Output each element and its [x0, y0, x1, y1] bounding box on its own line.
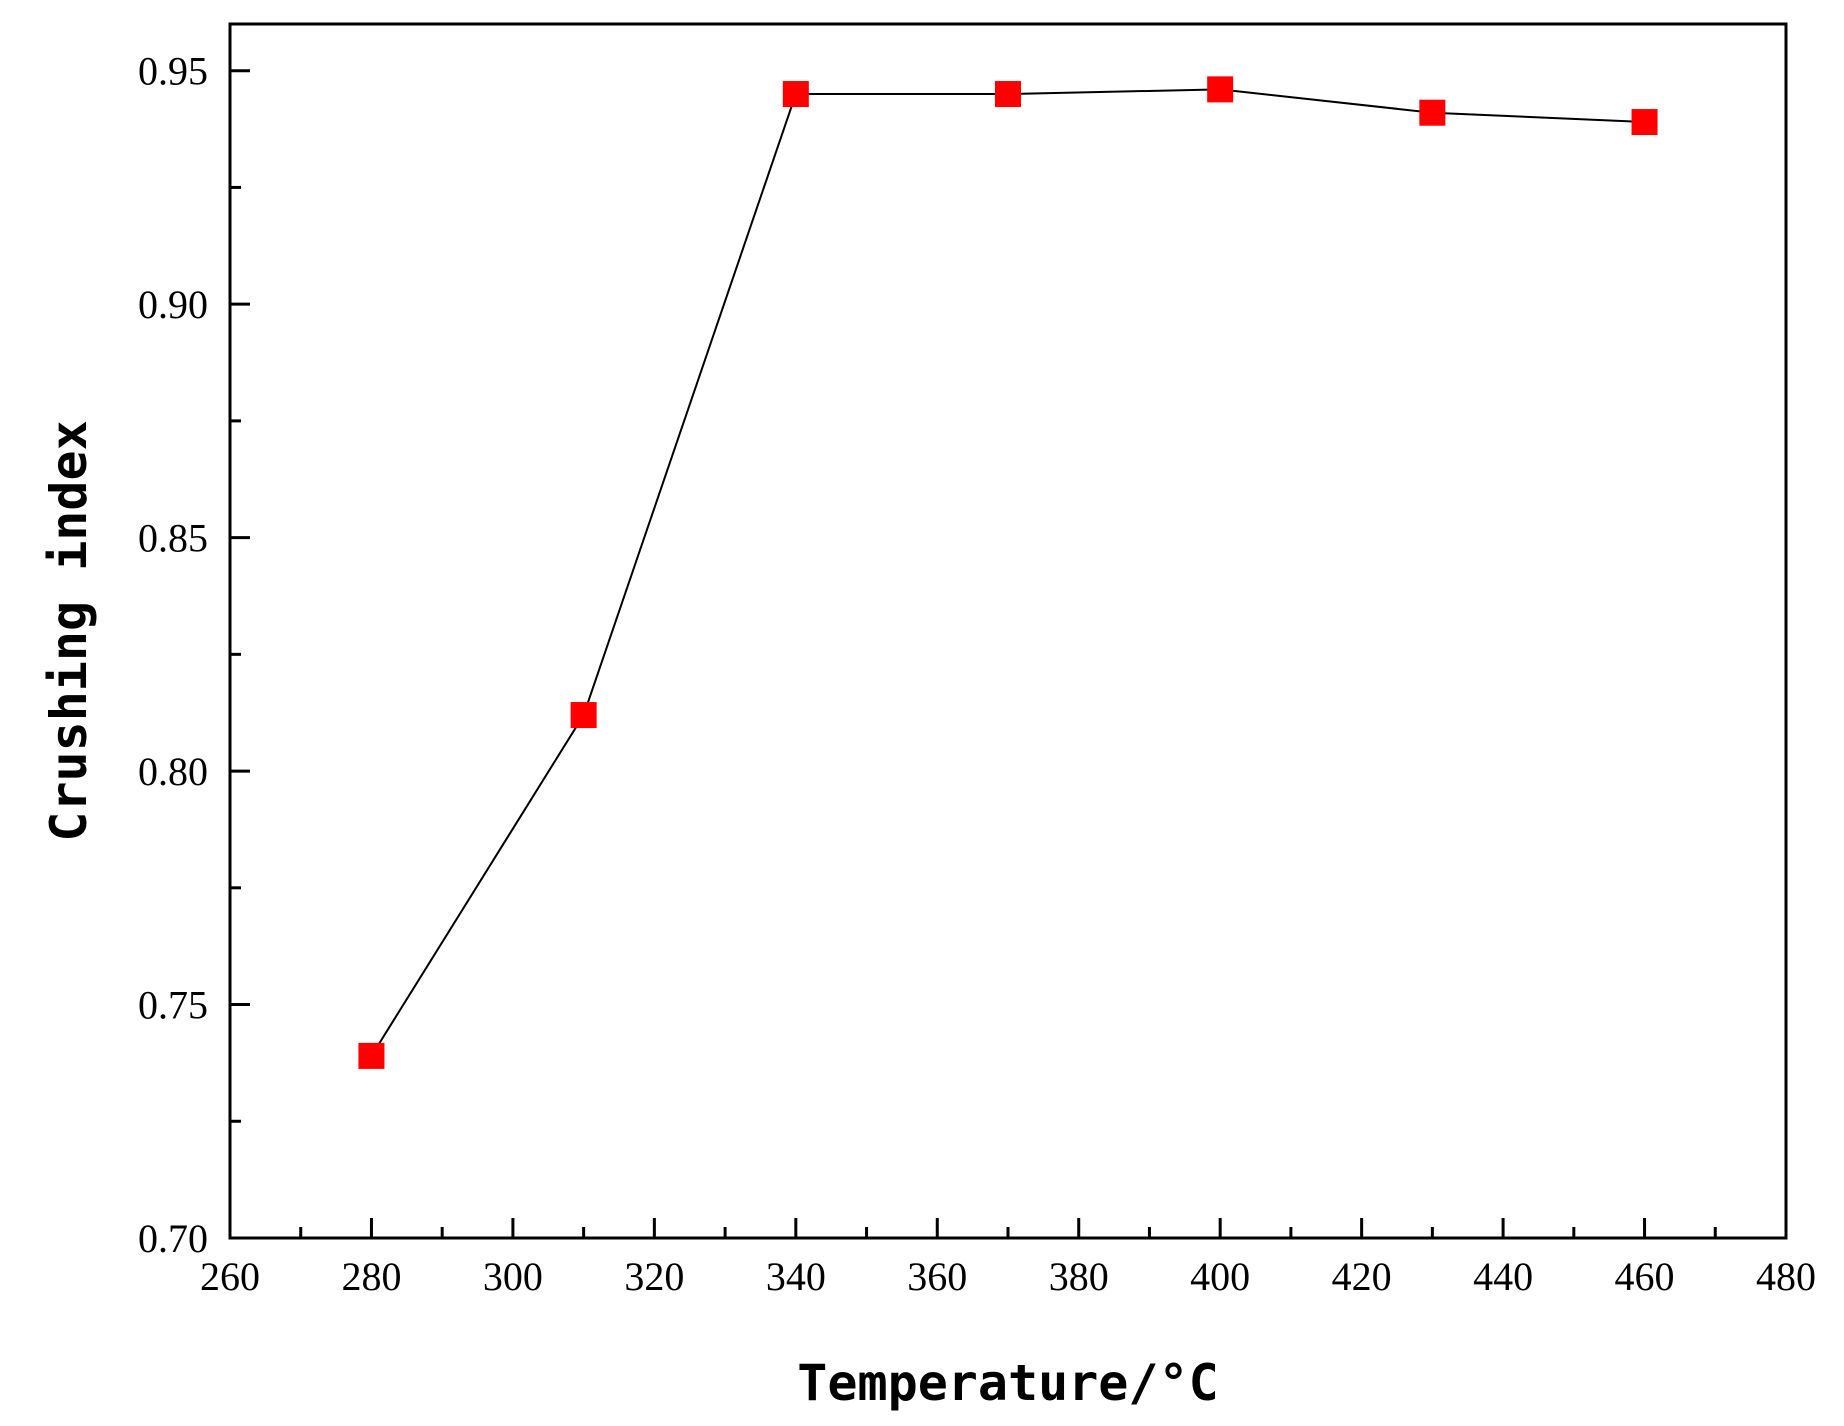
data-point-marker [1631, 109, 1658, 136]
x-tick-label: 340 [766, 1254, 826, 1299]
data-point-marker [1207, 76, 1234, 103]
data-point-marker [782, 81, 809, 108]
x-tick-label: 320 [624, 1254, 684, 1299]
x-tick-label: 460 [1615, 1254, 1675, 1299]
x-tick-label: 280 [341, 1254, 401, 1299]
data-point-marker [358, 1042, 385, 1069]
data-point-marker [570, 702, 597, 729]
y-tick-label: 0.90 [138, 282, 208, 327]
x-tick-label: 480 [1756, 1254, 1816, 1299]
y-tick-label: 0.95 [138, 49, 208, 94]
x-tick-label: 300 [483, 1254, 543, 1299]
y-tick-label: 0.85 [138, 516, 208, 561]
data-point-marker [995, 81, 1021, 108]
data-point-marker [1419, 99, 1446, 126]
y-axis-ticks: 0.70 0.75 0.80 0.85 0.90 0.95 [138, 49, 250, 1261]
x-axis-title: Temperature/°C [797, 1354, 1218, 1412]
x-tick-label: 420 [1332, 1254, 1392, 1299]
plot-frame [228, 22, 1788, 1240]
x-tick-label: 440 [1473, 1254, 1533, 1299]
x-axis-ticks: 260 280 300 320 340 360 380 400 420 440 460 480 [200, 1218, 1816, 1299]
x-tick-label: 360 [907, 1254, 967, 1299]
series-layer [358, 76, 1658, 1069]
y-tick-label: 0.75 [138, 983, 208, 1028]
x-tick-label: 400 [1190, 1254, 1250, 1299]
x-tick-label: 380 [1049, 1254, 1109, 1299]
y-axis-title: Crushing index [40, 420, 98, 841]
y-tick-label: 0.80 [138, 749, 208, 794]
series-line [370, 88, 1645, 1057]
x-tick-label: 260 [200, 1254, 260, 1299]
y-tick-label: 0.70 [138, 1216, 208, 1261]
